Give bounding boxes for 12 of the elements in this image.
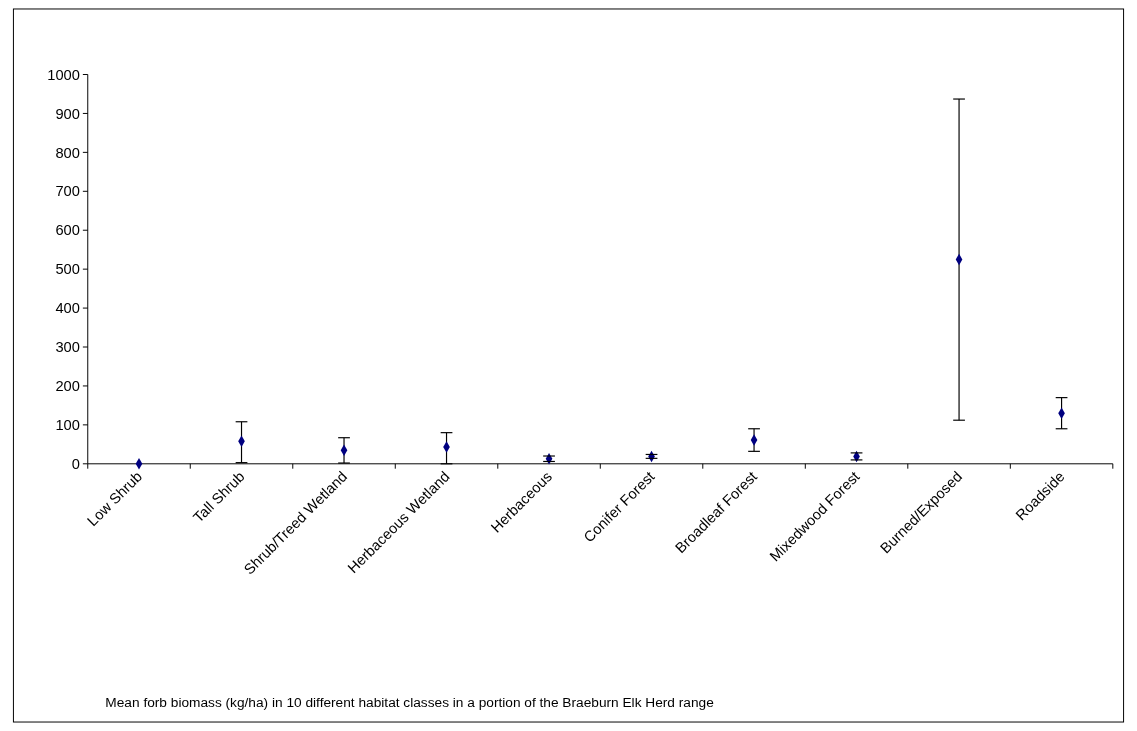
y-tick-label: 500 xyxy=(55,261,80,278)
y-tick-label: 200 xyxy=(55,378,80,395)
text: Mean forb biomass (kg/ha) in 10 different habitat classes in a portion of the Braeburn Elk Herd range xyxy=(105,695,714,711)
y-tick-label: 0 xyxy=(71,455,80,472)
y-tick-label: 1000 xyxy=(47,66,80,83)
y-tick-label: 600 xyxy=(55,222,80,239)
y-tick-label: 900 xyxy=(55,105,80,122)
y-tick-label: 300 xyxy=(55,339,80,356)
y-tick-label: 800 xyxy=(55,144,80,161)
y-tick-label: 700 xyxy=(55,183,80,200)
y-tick-label: 400 xyxy=(55,300,80,317)
y-tick-label: 100 xyxy=(55,417,80,434)
